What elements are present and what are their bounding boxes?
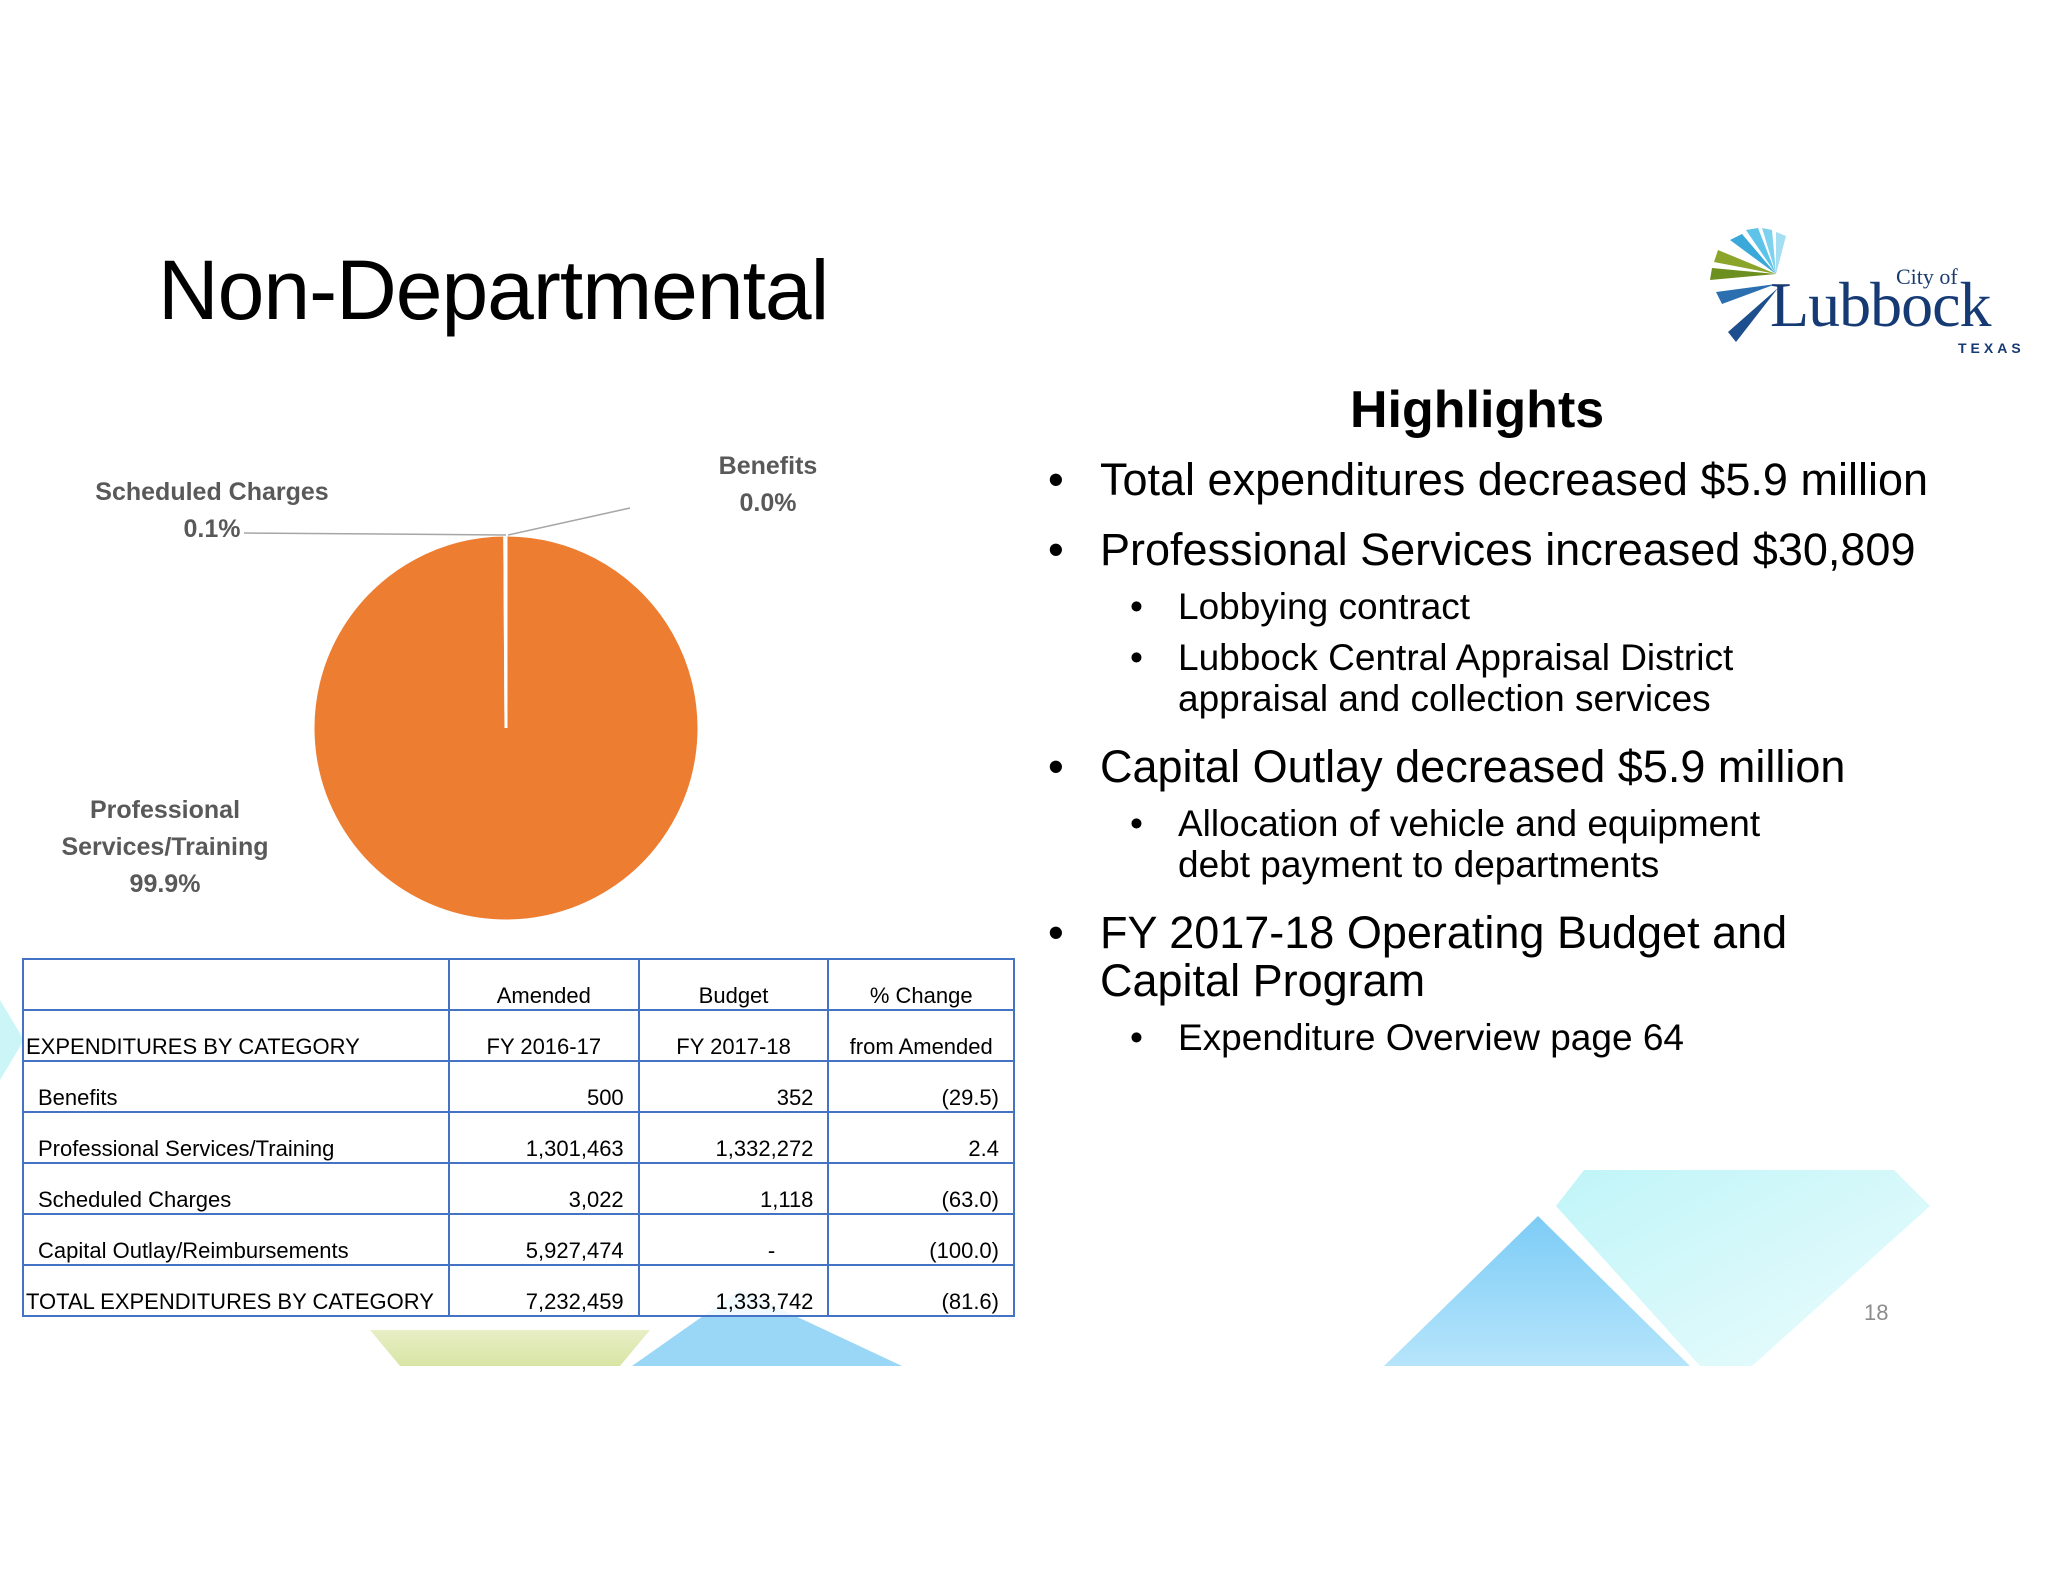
- logo-city-of: City of: [1896, 264, 1958, 289]
- table-header-row: Amended Budget % Change: [22, 958, 1015, 1011]
- bg-green-shape: [370, 1330, 650, 1366]
- table-cell: 1,301,463: [447, 1111, 640, 1164]
- bg-cyan-left: [0, 1000, 24, 1080]
- pie-label-professional: Professional Services/Training 99.9%: [40, 792, 290, 903]
- table-cell: 1,118: [637, 1162, 830, 1215]
- highlight-subbullet: Lubbock Central Appraisal District appra…: [1048, 637, 1798, 719]
- pie-label-professional-line1: Professional: [89, 796, 241, 824]
- pie-label-benefits: Benefits 0.0%: [698, 448, 838, 522]
- pie-chart: [243, 507, 701, 923]
- table-header-cell: [22, 958, 450, 1011]
- pie-label-scheduled: Scheduled Charges 0.1%: [92, 474, 332, 548]
- page-title: Non-Departmental: [158, 243, 829, 337]
- table-header-cell: FY 2016-17: [447, 1009, 640, 1062]
- highlight-subbullets: Lobbying contract Lubbock Central Apprai…: [1048, 586, 1948, 719]
- table-cell: 2.4: [827, 1111, 1015, 1164]
- pie-label-professional-line2: Services/Training: [61, 833, 269, 861]
- pie-slice-scheduled-charges: [503, 533, 508, 729]
- table-row: Professional Services/Training 1,301,463…: [22, 1111, 1015, 1164]
- table-cell: -: [637, 1213, 830, 1266]
- table-cell: (100.0): [827, 1213, 1015, 1266]
- table-cell: (81.6): [827, 1264, 1015, 1317]
- bg-blue-triangle-small: [632, 1290, 902, 1366]
- highlight-subbullet: Allocation of vehicle and equipment debt…: [1048, 803, 1838, 885]
- highlight-bullet: FY 2017-18 Operating Budget and Capital …: [1048, 909, 1920, 1005]
- table-header-cell: EXPENDITURES BY CATEGORY: [22, 1009, 450, 1062]
- pie-label-benefits-pct: 0.0%: [739, 489, 797, 517]
- leader-line-scheduled: [243, 532, 507, 536]
- table-header-cell: Budget: [637, 958, 830, 1011]
- pie-label-scheduled-name: Scheduled Charges: [95, 478, 329, 506]
- highlight-subbullet: Lobbying contract: [1048, 586, 1948, 627]
- table-cell: 7,232,459: [447, 1264, 640, 1317]
- highlight-subbullet: Expenditure Overview page 64: [1048, 1017, 1948, 1058]
- table-cell: 5,927,474: [447, 1213, 640, 1266]
- table-cell: 3,022: [447, 1162, 640, 1215]
- table-row: Scheduled Charges 3,022 1,118 (63.0): [22, 1162, 1015, 1215]
- table-cell: 500: [447, 1060, 640, 1113]
- highlights-list: Total expenditures decreased $5.9 millio…: [1048, 456, 1948, 1082]
- table-cell: 1,333,742: [637, 1264, 830, 1317]
- table-header-cell: FY 2017-18: [637, 1009, 830, 1062]
- table-cell: (29.5): [827, 1060, 1015, 1113]
- pie-label-professional-pct: 99.9%: [129, 870, 201, 898]
- slide-number: 18: [1864, 1300, 1889, 1325]
- table-header-cell: Amended: [447, 958, 640, 1011]
- logo-state: TEXAS: [1958, 340, 2025, 356]
- pie-label-benefits-name: Benefits: [718, 452, 818, 480]
- highlight-subbullets: Allocation of vehicle and equipment debt…: [1048, 803, 1948, 885]
- highlight-bullet: Total expenditures decreased $5.9 millio…: [1048, 456, 1948, 505]
- table-cell: 1,332,272: [637, 1111, 830, 1164]
- bg-blue-triangle: [1384, 1216, 1690, 1366]
- highlight-bullet: Professional Services increased $30,809: [1048, 526, 1948, 575]
- table-cell-category: TOTAL EXPENDITURES BY CATEGORY: [22, 1264, 450, 1317]
- pie-label-scheduled-pct: 0.1%: [183, 515, 241, 543]
- table-header-cell: % Change: [827, 958, 1015, 1011]
- table-cell-category: Capital Outlay/Reimbursements: [22, 1213, 450, 1266]
- table-row: Capital Outlay/Reimbursements 5,927,474 …: [22, 1213, 1015, 1266]
- table-cell-category: Professional Services/Training: [22, 1111, 450, 1164]
- logo-name: Lubbock: [1770, 269, 1991, 340]
- leader-line-benefits: [507, 507, 631, 536]
- table-cell-category: Benefits: [22, 1060, 450, 1113]
- table-cell: 352: [637, 1060, 830, 1113]
- expenditures-table: Amended Budget % Change EXPENDITURES BY …: [22, 958, 1015, 1317]
- city-logo: City of Lubbock TEXAS: [1706, 224, 2021, 364]
- table-total-row: TOTAL EXPENDITURES BY CATEGORY 7,232,459…: [22, 1264, 1015, 1317]
- table-cell-category: Scheduled Charges: [22, 1162, 450, 1215]
- table-row: Benefits 500 352 (29.5): [22, 1060, 1015, 1113]
- logo-rays-icon: [1710, 228, 1786, 342]
- table-header-row: EXPENDITURES BY CATEGORY FY 2016-17 FY 2…: [22, 1009, 1015, 1062]
- highlight-bullet: Capital Outlay decreased $5.9 million: [1048, 743, 1948, 792]
- table-cell: (63.0): [827, 1162, 1015, 1215]
- bg-cyan-diamond: [1556, 1170, 1930, 1366]
- highlight-subbullets: Expenditure Overview page 64: [1048, 1017, 1948, 1058]
- table-header-cell: from Amended: [827, 1009, 1015, 1062]
- highlights-title: Highlights: [1350, 381, 1605, 439]
